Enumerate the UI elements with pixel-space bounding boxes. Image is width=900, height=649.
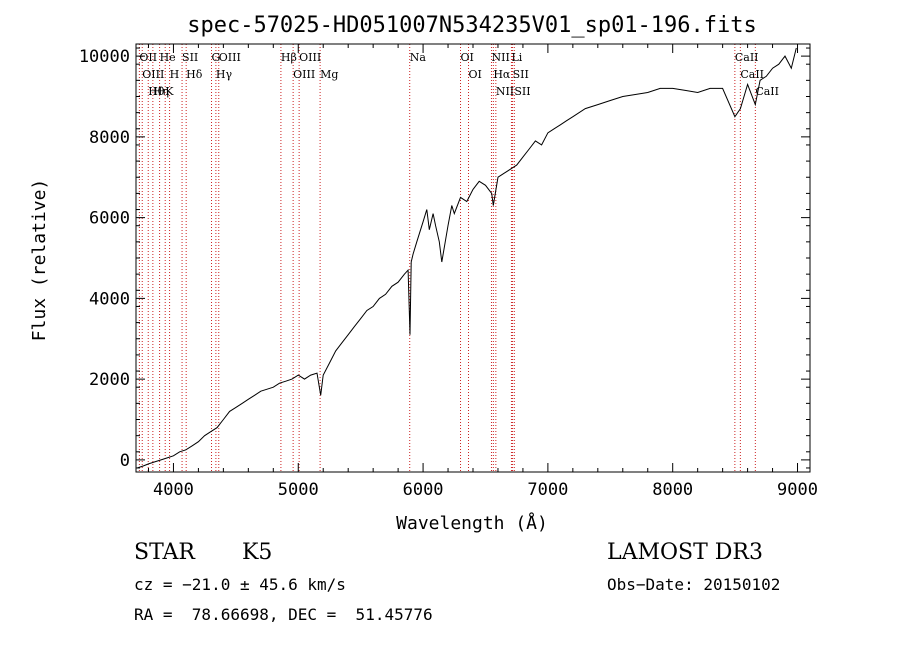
y-axis-label: Flux (relative) <box>29 179 50 342</box>
line-label: NII <box>491 51 509 64</box>
y-tick-label: 6000 <box>89 209 130 229</box>
line-label: K <box>165 85 174 98</box>
line-label: Li <box>511 51 522 64</box>
line-label: Hγ <box>216 68 233 81</box>
line-label: OI <box>461 51 474 64</box>
line-label: OIII <box>299 51 321 64</box>
survey-name: LAMOST DR3 <box>607 540 763 565</box>
line-label: Na <box>410 51 427 64</box>
x-tick-label: 5000 <box>278 480 319 500</box>
chart-title: spec-57025-HD051007N534235V01_sp01-196.f… <box>187 13 757 38</box>
y-tick-label: 2000 <box>89 370 130 390</box>
line-label: H <box>170 68 180 81</box>
line-label: NII <box>496 85 514 98</box>
x-tick-label: 6000 <box>403 480 444 500</box>
x-tick-label: 9000 <box>777 480 818 500</box>
coordinates: RA = 78.66698, DEC = 51.45776 <box>134 605 433 624</box>
y-tick-label: 10000 <box>79 47 130 67</box>
x-axis-label: Wavelength (Å) <box>396 512 548 534</box>
line-label: Hδ <box>186 68 203 81</box>
line-label: SII <box>514 85 530 98</box>
redshift-value: cz = −21.0 ± 45.6 km/s <box>134 575 346 594</box>
line-label: SII <box>182 51 198 64</box>
plot-frame <box>135 43 811 473</box>
line-label: OII <box>139 51 157 64</box>
line-label: OIII <box>219 51 241 64</box>
object-class: STAR <box>134 540 195 565</box>
x-tick-label: 8000 <box>652 480 693 500</box>
line-label: OI <box>469 68 482 81</box>
line-label: CaII <box>755 85 779 98</box>
line-label: Hα <box>493 68 511 81</box>
y-tick-label: 0 <box>120 451 130 471</box>
x-axis-ticks: 4000 5000 6000 7000 8000 9000 <box>147 44 818 500</box>
spectrum-line <box>137 47 797 469</box>
line-label: SII <box>513 68 529 81</box>
y-tick-label: 8000 <box>89 128 130 148</box>
obs-date: Obs−Date: 20150102 <box>607 575 781 594</box>
line-label: Hβ <box>281 51 297 64</box>
line-label: G <box>212 51 221 64</box>
emission-line-markers <box>138 44 756 472</box>
x-tick-label: 7000 <box>527 480 568 500</box>
x-tick-label: 4000 <box>153 480 194 500</box>
line-label: OIII <box>293 68 315 81</box>
y-tick-label: 4000 <box>89 289 130 309</box>
line-label: Hθ <box>148 85 165 98</box>
line-label: CaII <box>735 51 759 64</box>
line-label: OIII <box>142 68 164 81</box>
line-label: CaII <box>740 68 764 81</box>
y-axis-ticks: 0 2000 4000 6000 8000 10000 <box>79 47 810 471</box>
line-label: He <box>160 51 176 64</box>
line-label: Mg <box>320 68 338 81</box>
object-subclass: K5 <box>242 540 273 565</box>
line-label: Hη <box>153 85 169 98</box>
